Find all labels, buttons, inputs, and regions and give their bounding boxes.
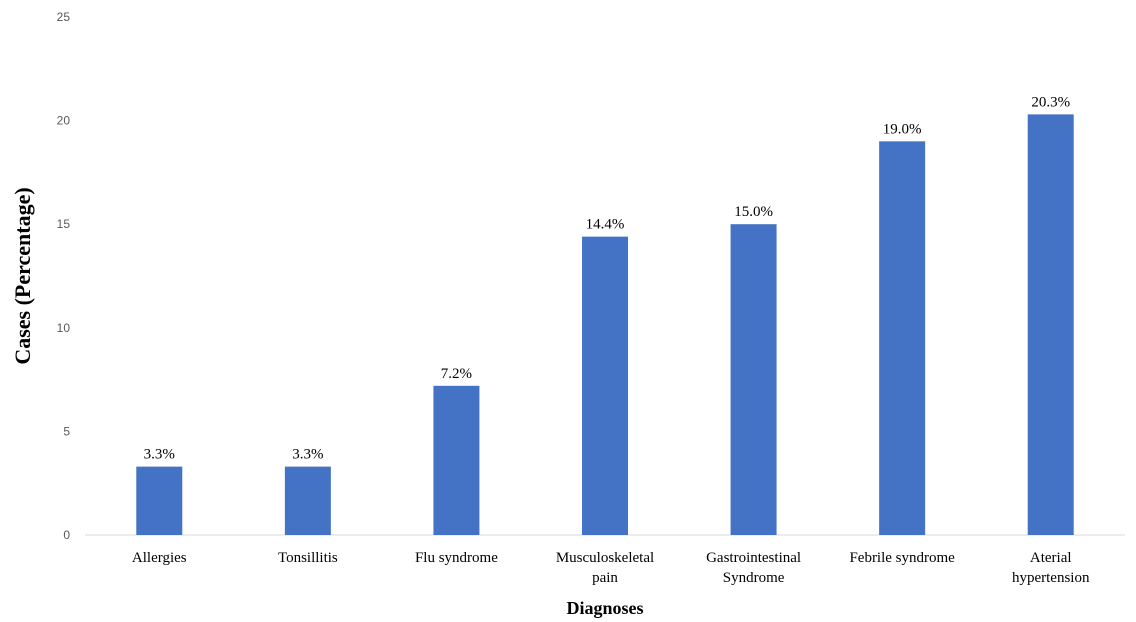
data-label: 19.0% xyxy=(883,121,922,137)
data-label: 7.2% xyxy=(441,366,472,382)
bar xyxy=(136,466,183,535)
x-tick-label: Allergies xyxy=(132,550,187,566)
y-axis-ticks: 0 5 10 15 20 25 xyxy=(57,10,71,542)
x-tick-label: Febrile syndrome xyxy=(849,550,955,566)
data-labels: 3.3% 3.3% 7.2% 14.4% 15.0% 19.0% 20.3% xyxy=(144,94,1070,462)
x-tick-label: Aterial hypertension xyxy=(1012,550,1090,586)
bar xyxy=(433,385,480,535)
bar xyxy=(879,141,926,535)
y-tick-label: 0 xyxy=(63,528,70,542)
bar xyxy=(730,224,777,535)
data-label: 3.3% xyxy=(144,447,175,463)
data-label: 15.0% xyxy=(734,204,773,220)
data-label: 3.3% xyxy=(292,447,323,463)
x-tick-label: Tonsillitis xyxy=(278,550,338,566)
bars xyxy=(136,114,1074,535)
bar xyxy=(582,236,628,535)
bar xyxy=(1027,114,1074,535)
x-tick-label: Flu syndrome xyxy=(415,550,498,566)
data-label: 14.4% xyxy=(586,217,625,233)
y-axis-title: Cases (Percentage) xyxy=(10,187,35,364)
data-label: 20.3% xyxy=(1031,94,1070,110)
y-tick-label: 20 xyxy=(57,114,71,128)
x-axis-ticks: Allergies Tonsillitis Flu syndrome Musculos… xyxy=(132,550,1090,586)
y-tick-label: 5 xyxy=(63,424,70,438)
y-tick-label: 15 xyxy=(57,217,71,231)
y-tick-label: 25 xyxy=(57,10,71,24)
x-axis-title: Diagnoses xyxy=(566,598,643,618)
x-tick-label: Gastrointestinal Syndrome xyxy=(706,550,801,586)
bar xyxy=(284,466,331,535)
y-tick-label: 10 xyxy=(57,321,71,335)
x-tick-label: Musculoskeletal pain xyxy=(556,550,654,586)
